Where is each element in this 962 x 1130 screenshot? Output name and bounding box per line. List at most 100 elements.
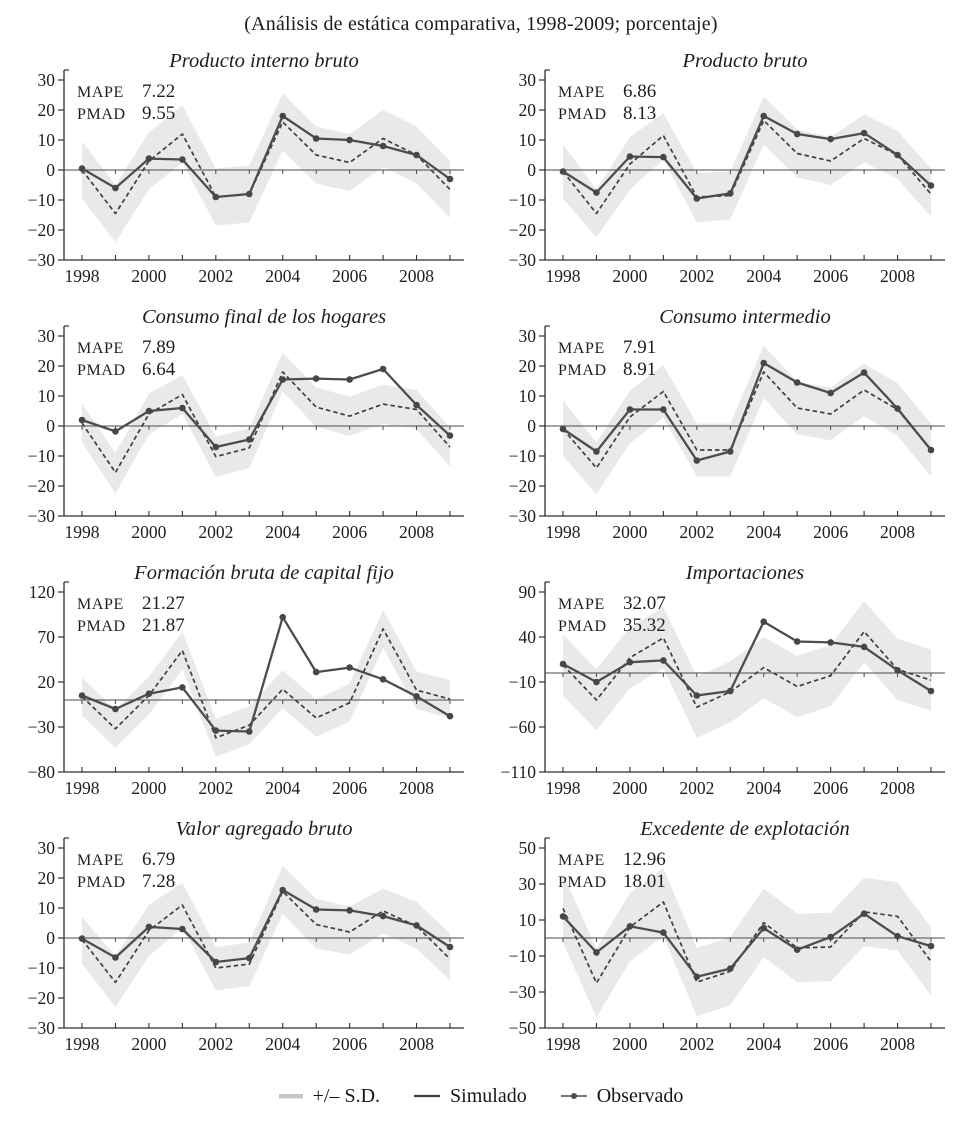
y-tick-label: −60 bbox=[509, 717, 537, 737]
pmad-label: PMAD bbox=[77, 106, 126, 123]
chart-consumo-final-de-los-hogares-svg: Consumo final de los hogares 30 20 10 0 −10 −2… bbox=[28, 306, 464, 542]
observado-marker bbox=[212, 443, 220, 451]
y-tick-label: 20 bbox=[519, 100, 537, 120]
x-tick-label: 2002 bbox=[679, 1034, 714, 1054]
observado-marker bbox=[626, 153, 634, 160]
x-axis: 1998 2000 2002 2004 2006 2008 bbox=[64, 1023, 464, 1054]
y-tick-label: 30 bbox=[519, 70, 537, 90]
x-tick-label: 2008 bbox=[880, 778, 915, 798]
pmad-label: PMAD bbox=[77, 362, 126, 379]
legend-label-sd: +/– S.D. bbox=[312, 1084, 381, 1107]
observado-marker bbox=[894, 151, 901, 159]
y-tick-label: −30 bbox=[28, 250, 56, 270]
x-tick-label: 2000 bbox=[612, 778, 647, 798]
observado-line bbox=[80, 888, 452, 964]
y-tick-label: 0 bbox=[527, 416, 536, 436]
y-tick-label: −30 bbox=[509, 982, 537, 1002]
x-tick-label: 2006 bbox=[813, 266, 848, 286]
observado-marker bbox=[112, 184, 119, 192]
y-axis: 30 20 10 0 −10 −20 −30 bbox=[509, 69, 550, 270]
y-tick-label: −10 bbox=[509, 672, 537, 692]
x-tick-label: 2004 bbox=[746, 522, 781, 542]
x-tick-label: 2004 bbox=[265, 1034, 300, 1054]
pmad-value: 9.55 bbox=[142, 103, 175, 124]
y-tick-label: 0 bbox=[527, 160, 536, 180]
observado-marker bbox=[827, 639, 834, 646]
x-tick-label: 1998 bbox=[65, 1034, 100, 1054]
observado-line bbox=[561, 114, 933, 200]
x-tick-label: 2002 bbox=[198, 522, 233, 542]
observado-marker bbox=[379, 365, 387, 373]
chart-formacion-bruta-de-capital-fijo: Formación bruta de capital fijo 120 70 20 −3… bbox=[0, 562, 481, 818]
mape-value: 7.89 bbox=[142, 337, 175, 358]
observado-marker bbox=[927, 182, 935, 189]
observado-marker bbox=[312, 375, 320, 382]
y-tick-label: −10 bbox=[28, 446, 56, 466]
y-axis: 50 30 10 −10 −30 −50 bbox=[509, 837, 550, 1038]
x-tick-label: 2008 bbox=[399, 266, 434, 286]
observado-marker bbox=[279, 376, 287, 383]
y-tick-label: 10 bbox=[38, 130, 56, 150]
observado-line-icon bbox=[560, 1093, 587, 1099]
observado-series bbox=[78, 112, 454, 201]
x-tick-label: 2000 bbox=[131, 266, 166, 286]
chart-importaciones-svg: Importaciones 90 40 −10 −60 −110 1998 2000 2002 2… bbox=[501, 562, 945, 798]
observado-marker bbox=[379, 142, 387, 150]
observado-marker bbox=[693, 692, 701, 699]
y-tick-label: −80 bbox=[28, 762, 56, 782]
chart-consumo-final-de-los-hogares: Consumo final de los hogares 30 20 10 0 −10 −2… bbox=[0, 306, 481, 562]
y-tick-label: −20 bbox=[509, 220, 537, 240]
observado-marker bbox=[559, 168, 567, 175]
y-tick-label: −10 bbox=[509, 946, 537, 966]
observado-series bbox=[78, 886, 454, 966]
y-tick-label: −110 bbox=[501, 762, 537, 782]
observado-marker bbox=[145, 690, 153, 697]
x-tick-label: 2006 bbox=[813, 1034, 848, 1054]
observado-marker-swatch bbox=[570, 1093, 577, 1099]
x-tick-label: 1998 bbox=[546, 778, 581, 798]
simulado-line bbox=[562, 119, 932, 215]
observado-marker bbox=[413, 151, 420, 159]
observado-marker bbox=[593, 189, 600, 196]
sd-band-area bbox=[82, 93, 450, 242]
observado-line bbox=[561, 361, 933, 462]
observado-marker bbox=[145, 407, 153, 415]
chart-title: Excedente de explotación bbox=[639, 818, 849, 840]
mape-value: 6.86 bbox=[623, 81, 656, 102]
mape-label: MAPE bbox=[77, 84, 124, 101]
x-axis: 1998 2000 2002 2004 2006 2008 bbox=[545, 511, 945, 542]
y-tick-label: 20 bbox=[38, 100, 56, 120]
observado-marker bbox=[312, 135, 320, 142]
chart-title: Producto interno bruto bbox=[168, 50, 358, 72]
x-tick-label: 1998 bbox=[546, 266, 581, 286]
observado-marker bbox=[245, 728, 253, 735]
y-tick-label: −30 bbox=[28, 1018, 56, 1038]
sd-band-swatch bbox=[278, 1094, 303, 1099]
x-tick-label: 2008 bbox=[399, 522, 434, 542]
observado-marker bbox=[179, 684, 186, 691]
observado-marker bbox=[660, 406, 667, 413]
y-tick-label: 30 bbox=[519, 874, 537, 894]
x-tick-label: 2000 bbox=[131, 778, 166, 798]
mape-label: MAPE bbox=[558, 852, 605, 869]
legend-item-observado: Observado bbox=[560, 1085, 683, 1108]
y-axis: 30 20 10 0 −10 −20 −30 bbox=[28, 69, 69, 270]
legend-item-simulado: Simulado bbox=[414, 1085, 527, 1108]
legend: +/– S.D. Simulado Observado bbox=[0, 1074, 962, 1118]
simulado-line bbox=[81, 628, 451, 739]
chart-importaciones: Importaciones 90 40 −10 −60 −110 1998 2000 2002 2… bbox=[481, 562, 962, 818]
y-tick-label: 40 bbox=[519, 627, 537, 647]
observado-marker bbox=[894, 932, 901, 940]
x-tick-label: 2004 bbox=[746, 778, 781, 798]
observado-marker bbox=[827, 389, 834, 397]
observado-marker bbox=[726, 448, 734, 455]
observado-marker bbox=[827, 135, 834, 143]
observado-marker bbox=[559, 425, 567, 433]
x-tick-label: 1998 bbox=[65, 266, 100, 286]
chart-consumo-intermedio: Consumo intermedio 30 20 10 0 −10 −20 −30 1998 20… bbox=[481, 306, 962, 562]
x-tick-label: 2002 bbox=[679, 522, 714, 542]
x-tick-label: 2002 bbox=[198, 266, 233, 286]
y-tick-label: −30 bbox=[509, 250, 537, 270]
x-tick-label: 2000 bbox=[612, 522, 647, 542]
